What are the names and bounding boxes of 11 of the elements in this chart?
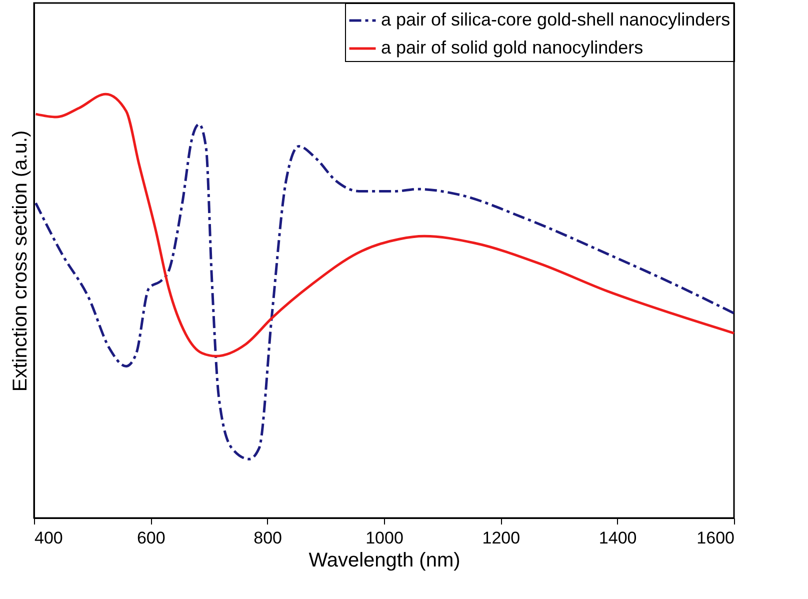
legend-label: a pair of solid gold nanocylinders: [381, 38, 644, 58]
x-axis-title: Wavelength (nm): [308, 550, 460, 572]
x-tick-label: 1200: [482, 528, 520, 548]
x-tick-label: 1600: [696, 528, 734, 548]
x-tick-label: 400: [34, 528, 63, 548]
x-tick-label: 1400: [598, 528, 637, 548]
legend-label: a pair of silica-core gold-shell nanocylinders: [381, 10, 730, 30]
x-tick-label: 600: [136, 528, 166, 548]
x-tick-label: 1000: [366, 528, 404, 548]
x-tick-label: 800: [254, 528, 282, 548]
y-axis-title: Extinction cross section (a.u.): [10, 130, 32, 392]
